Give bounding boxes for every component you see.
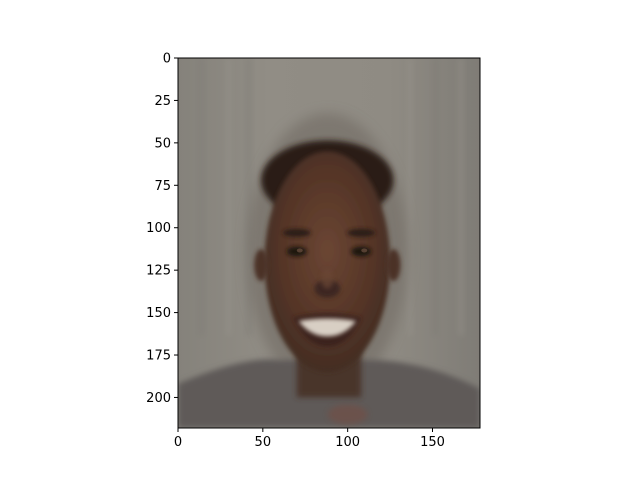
eyebrow xyxy=(347,228,376,237)
plot-frame xyxy=(177,57,481,429)
y-tick-label: 25 xyxy=(154,94,171,109)
eyebrow xyxy=(282,228,311,237)
ear xyxy=(386,249,401,282)
face xyxy=(264,151,391,372)
background-streak xyxy=(457,58,464,336)
x-tick-label: 100 xyxy=(335,435,360,450)
x-axis: 0 50 100 150 xyxy=(174,428,445,450)
background-streak xyxy=(432,58,439,336)
eye-highlight xyxy=(296,248,303,253)
y-tick-label: 175 xyxy=(146,349,171,364)
background-streak xyxy=(198,58,205,336)
y-tick-label: 125 xyxy=(146,264,171,279)
x-tick-label: 50 xyxy=(255,435,272,450)
y-tick-label: 50 xyxy=(154,136,171,151)
x-tick-label: 0 xyxy=(174,435,182,450)
y-tick-label: 0 xyxy=(163,52,171,67)
nose xyxy=(314,279,341,298)
background-streak xyxy=(245,58,252,336)
eye-highlight xyxy=(361,248,368,253)
y-axis: 0 25 50 75 100 125 150 175 200 xyxy=(146,52,178,406)
eye xyxy=(286,246,307,257)
nose-bridge xyxy=(321,268,334,289)
background-streak xyxy=(407,58,414,336)
y-tick-label: 150 xyxy=(146,306,171,321)
y-tick-label: 100 xyxy=(146,221,171,236)
collar-tint xyxy=(327,404,368,425)
background-streak xyxy=(225,58,232,336)
x-tick-label: 150 xyxy=(420,435,445,450)
eye xyxy=(351,246,372,257)
face-image xyxy=(178,58,480,428)
teeth xyxy=(298,318,357,337)
ear xyxy=(254,249,269,282)
y-tick-label: 75 xyxy=(154,179,171,194)
y-tick-label: 200 xyxy=(146,391,171,406)
